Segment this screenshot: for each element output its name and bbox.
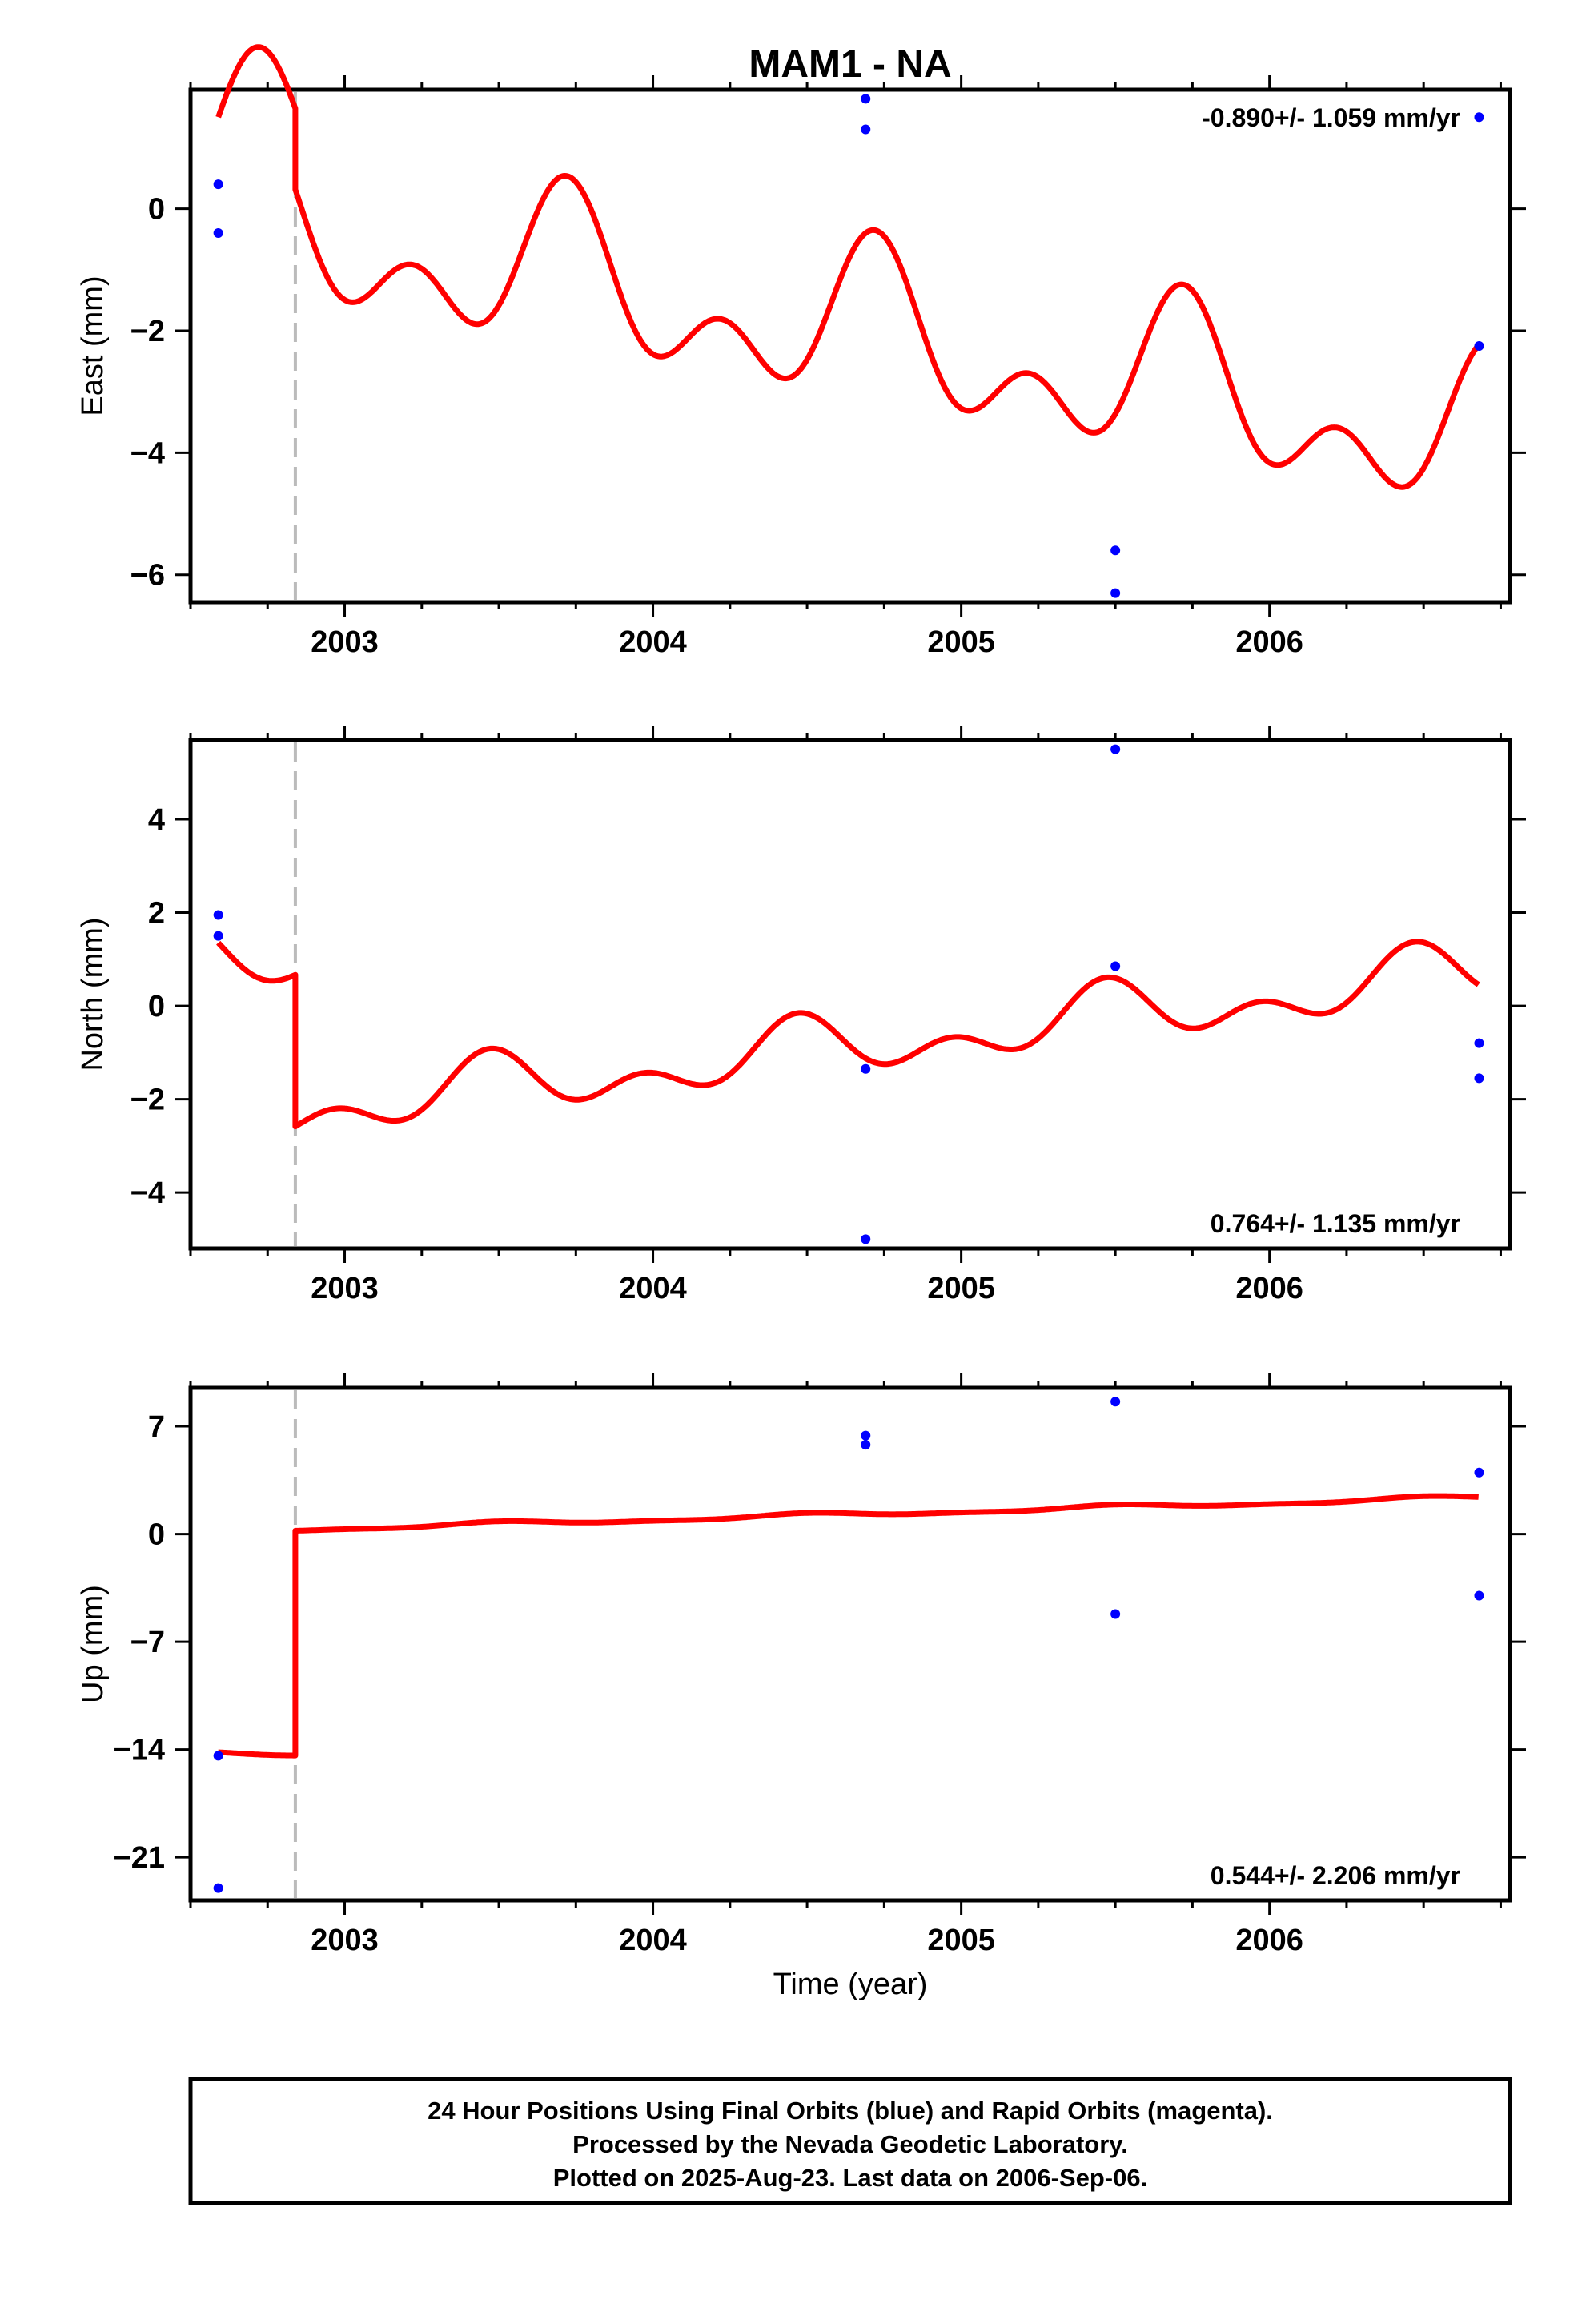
x-axis-label: Time (year) bbox=[773, 1968, 928, 2001]
footer-line-2: Processed by the Nevada Geodetic Laborat… bbox=[572, 2130, 1128, 2158]
east-y-tick-label: −6 bbox=[130, 559, 165, 593]
east-model-curve bbox=[215, 44, 1481, 490]
up-data-point bbox=[861, 1440, 871, 1450]
east-x-tick-label: 2006 bbox=[1235, 625, 1303, 659]
north-y-tick-label: −4 bbox=[130, 1176, 165, 1210]
up-data-point bbox=[1474, 1467, 1484, 1478]
north-y-tick-label: 0 bbox=[148, 990, 165, 1023]
east-data-point bbox=[1110, 545, 1121, 556]
east-y-axis-label: East (mm) bbox=[76, 275, 110, 416]
north-data-point bbox=[1474, 1073, 1484, 1084]
panel-east: 2003 2004 2005 2006 0 −2 −4 −6 East (mm) -0.890+/… bbox=[76, 44, 1526, 659]
north-data-point bbox=[213, 931, 223, 941]
up-x-tick-label: 2004 bbox=[619, 1924, 687, 1957]
north-y-axis-label: North (mm) bbox=[76, 917, 110, 1071]
north-y-tick-label: 2 bbox=[148, 897, 165, 931]
chart-title: MAM1 - NA bbox=[749, 43, 951, 86]
east-frame bbox=[188, 87, 1512, 605]
east-y-tick-label: −2 bbox=[130, 315, 165, 348]
east-data-point bbox=[1110, 588, 1121, 598]
north-data-point bbox=[861, 1063, 871, 1074]
up-rate-label: 0.544+/- 2.206 mm/yr bbox=[1211, 1861, 1460, 1890]
up-y-tick-label: 0 bbox=[148, 1518, 165, 1552]
up-data-point bbox=[213, 1883, 223, 1893]
north-data-point bbox=[213, 910, 223, 920]
up-frame bbox=[188, 1385, 1512, 1903]
up-y-tick-label: −14 bbox=[114, 1734, 165, 1767]
east-data-point bbox=[861, 94, 871, 104]
north-y-tick-label: 4 bbox=[148, 803, 165, 837]
east-data-point bbox=[213, 179, 223, 190]
up-data-point bbox=[213, 1751, 223, 1761]
north-rate-label: 0.764+/- 1.135 mm/yr bbox=[1211, 1209, 1460, 1238]
footer-box: 24 Hour Positions Using Final Orbits (bl… bbox=[188, 2077, 1512, 2205]
north-data-point bbox=[1474, 1038, 1484, 1048]
up-data-point bbox=[1474, 1590, 1484, 1601]
north-data-point bbox=[1110, 961, 1121, 971]
east-x-tick-label: 2004 bbox=[619, 625, 687, 659]
north-model-curve bbox=[216, 939, 1480, 1130]
north-data-point bbox=[861, 1234, 871, 1244]
east-y-tick-label: −4 bbox=[130, 436, 165, 470]
north-y-tick-label: −2 bbox=[130, 1084, 165, 1117]
north-x-tick-label: 2003 bbox=[311, 1272, 379, 1305]
east-x-tick-label: 2003 bbox=[311, 625, 379, 659]
footer-line-1: 24 Hour Positions Using Final Orbits (bl… bbox=[428, 2097, 1273, 2125]
up-data-point bbox=[1110, 1397, 1121, 1407]
east-data-point bbox=[1474, 341, 1484, 351]
up-x-tick-label: 2006 bbox=[1235, 1924, 1303, 1957]
up-y-tick-label: 7 bbox=[148, 1410, 165, 1444]
up-x-tick-label: 2003 bbox=[311, 1924, 379, 1957]
east-data-point bbox=[213, 228, 223, 239]
north-frame bbox=[188, 738, 1512, 1251]
east-y-tick-label: 0 bbox=[148, 193, 165, 227]
east-rate-label: -0.890+/- 1.059 mm/yr bbox=[1202, 103, 1460, 132]
up-model-curve bbox=[216, 1493, 1480, 1759]
up-data-point bbox=[861, 1430, 871, 1441]
up-y-axis-label: Up (mm) bbox=[76, 1585, 110, 1703]
up-x-tick-label: 2005 bbox=[927, 1924, 995, 1957]
up-y-tick-label: −21 bbox=[114, 1841, 165, 1875]
footer-line-3: Plotted on 2025-Aug-23. Last data on 200… bbox=[553, 2164, 1147, 2192]
east-data-point bbox=[861, 124, 871, 135]
north-x-tick-label: 2004 bbox=[619, 1272, 687, 1305]
north-x-tick-label: 2006 bbox=[1235, 1272, 1303, 1305]
north-data-point bbox=[1110, 744, 1121, 754]
east-x-tick-label: 2005 bbox=[927, 625, 995, 659]
up-data-point bbox=[1110, 1609, 1121, 1619]
up-y-tick-label: −7 bbox=[130, 1626, 165, 1659]
east-data-point bbox=[1474, 112, 1484, 123]
north-x-tick-label: 2005 bbox=[927, 1272, 995, 1305]
panel-up: 2003 2004 2005 2006 7 0 −7 −14 −21 Up (mm) 0.544+/… bbox=[76, 1373, 1526, 1957]
panel-north: 2003 2004 2005 2006 4 2 0 −2 −4 North (mm) 0.764+/… bbox=[76, 726, 1526, 1305]
